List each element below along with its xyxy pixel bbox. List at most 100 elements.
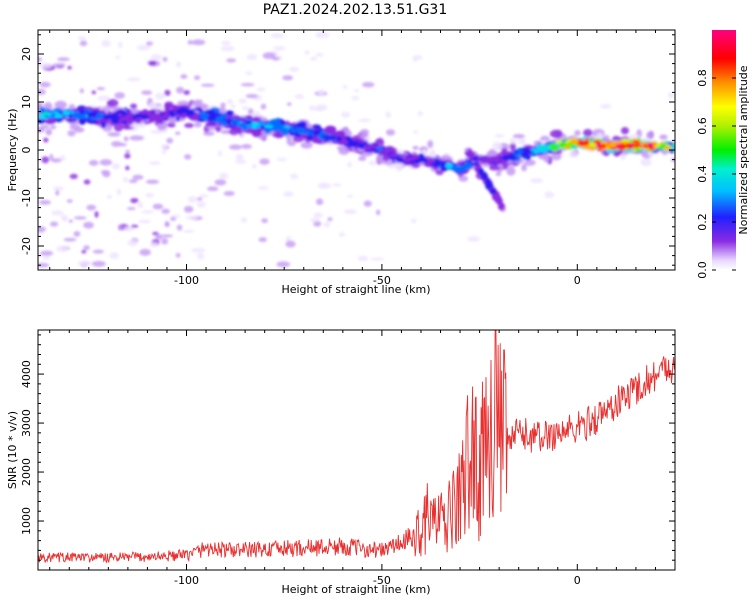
spectrogram-cell xyxy=(492,141,503,151)
spectrogram-cell xyxy=(127,114,134,118)
spectrogram-cell xyxy=(402,157,412,163)
spectrogram-cell xyxy=(83,221,94,229)
spectrogram-cell xyxy=(239,122,247,128)
spectrogram-cell xyxy=(468,152,475,160)
spectrogram-cell xyxy=(94,211,99,218)
spectrogram-cell xyxy=(79,88,84,94)
snr-x-tick-label: 0 xyxy=(574,574,581,587)
spectrogram-cell xyxy=(524,159,536,166)
spectrogram-cell xyxy=(162,113,169,119)
spectrogram-cell xyxy=(659,134,668,140)
spectrogram-cell xyxy=(514,153,520,157)
spectrogram-cell xyxy=(190,111,195,116)
spectrogram-cell xyxy=(467,236,480,242)
spectrogram-cell xyxy=(191,247,206,253)
snr-y-tick-label: 2000 xyxy=(20,458,33,486)
spectrogram-y-tick-label: 20 xyxy=(20,47,33,61)
spectrogram-cell xyxy=(54,100,67,110)
spectrogram-cell xyxy=(164,89,171,97)
spectrogram-cell xyxy=(238,98,247,104)
spectrogram-cell xyxy=(413,158,423,164)
spectrogram-cell xyxy=(176,86,185,94)
spectrogram-cell xyxy=(107,132,121,137)
spectrogram-cell xyxy=(57,57,70,62)
spectrogram-cell xyxy=(363,144,373,151)
spectrogram-cell xyxy=(417,111,423,117)
spectrogram-x-axis-label: Height of straight line (km) xyxy=(281,283,430,296)
spectrogram-cell xyxy=(316,198,324,206)
spectrogram-cell xyxy=(276,157,288,162)
spectrogram-cell xyxy=(308,105,316,111)
spectrogram-cell xyxy=(646,131,654,139)
spectrogram-cell xyxy=(253,116,259,123)
snr-series-line xyxy=(38,330,675,564)
spectrogram-cell xyxy=(620,127,630,135)
spectrogram-cell xyxy=(145,192,155,198)
spectrogram-cell xyxy=(130,224,139,228)
spectrogram-cell xyxy=(166,122,176,128)
snr-y-axis-label: SNR (10 * v/v) xyxy=(6,411,19,489)
spectrogram-cell xyxy=(186,111,192,117)
spectrogram-cell xyxy=(241,217,248,223)
spectrogram-cell xyxy=(60,215,68,219)
spectrogram-cell xyxy=(41,156,50,164)
spectrogram-cell xyxy=(91,90,96,95)
spectrogram-cell xyxy=(620,152,626,161)
spectrogram-cell xyxy=(338,232,346,237)
snr-ticks: -100 -50 0 1000 2000 3000 4000 xyxy=(20,330,676,587)
spectrogram-cell xyxy=(599,144,607,149)
spectrogram-cell xyxy=(600,104,612,109)
spectrogram-cell xyxy=(117,225,123,231)
spectrogram-cell xyxy=(324,125,337,134)
spectrogram-cell xyxy=(315,31,330,39)
spectrogram-cell xyxy=(214,179,227,186)
spectrogram-cell xyxy=(207,115,216,121)
spectrogram-cell xyxy=(351,95,360,101)
spectrogram-heatmap xyxy=(38,31,675,268)
spectrogram-cell xyxy=(297,128,307,135)
spectrogram-cell xyxy=(463,163,473,170)
spectrogram-cell xyxy=(196,201,206,208)
spectrogram-cell xyxy=(38,226,46,233)
spectrogram-cell xyxy=(55,189,60,196)
spectrogram-cell xyxy=(358,118,372,123)
spectrogram-cell xyxy=(139,248,151,256)
colorbar-tick-label: 0.8 xyxy=(696,69,709,87)
spectrogram-cell xyxy=(171,214,181,218)
spectrogram-cell xyxy=(502,155,512,159)
spectrogram-cell xyxy=(69,173,78,180)
spectrogram-cell xyxy=(39,200,51,205)
spectrogram-cell xyxy=(283,191,294,197)
spectrogram-cell xyxy=(294,94,305,100)
spectrogram-cell xyxy=(102,170,111,178)
spectrogram-cell xyxy=(167,110,175,115)
spectrogram-cell xyxy=(662,146,672,150)
spectrogram-x-tick-label: -50 xyxy=(373,274,391,287)
spectrogram-cell xyxy=(125,149,131,154)
spectrogram-cell xyxy=(54,114,63,119)
spectrogram-cell xyxy=(509,142,516,152)
spectrogram-cell xyxy=(187,196,198,203)
spectrogram-cell xyxy=(569,149,578,158)
spectrogram-cell xyxy=(530,178,544,184)
spectrogram-cell xyxy=(332,183,342,187)
spectrogram-cell xyxy=(495,196,502,204)
spectrogram-cell xyxy=(313,220,322,227)
spectrogram-cell xyxy=(129,135,144,141)
spectrogram-cell xyxy=(141,209,155,214)
spectrogram-cell xyxy=(175,252,181,258)
spectrogram-cell xyxy=(41,256,51,260)
spectrogram-cell xyxy=(289,66,300,72)
spectrogram-cell xyxy=(251,129,262,138)
spectrogram-cell xyxy=(50,125,57,130)
spectrogram-cell xyxy=(412,57,418,62)
spectrogram-cell xyxy=(99,159,113,166)
spectrogram-cell xyxy=(341,111,351,118)
spectrogram-cell xyxy=(175,109,185,114)
spectrogram-cell xyxy=(309,56,318,61)
spectrogram-cell xyxy=(111,163,120,170)
spectrogram-cell xyxy=(51,210,64,216)
spectrogram-cell xyxy=(581,140,591,146)
